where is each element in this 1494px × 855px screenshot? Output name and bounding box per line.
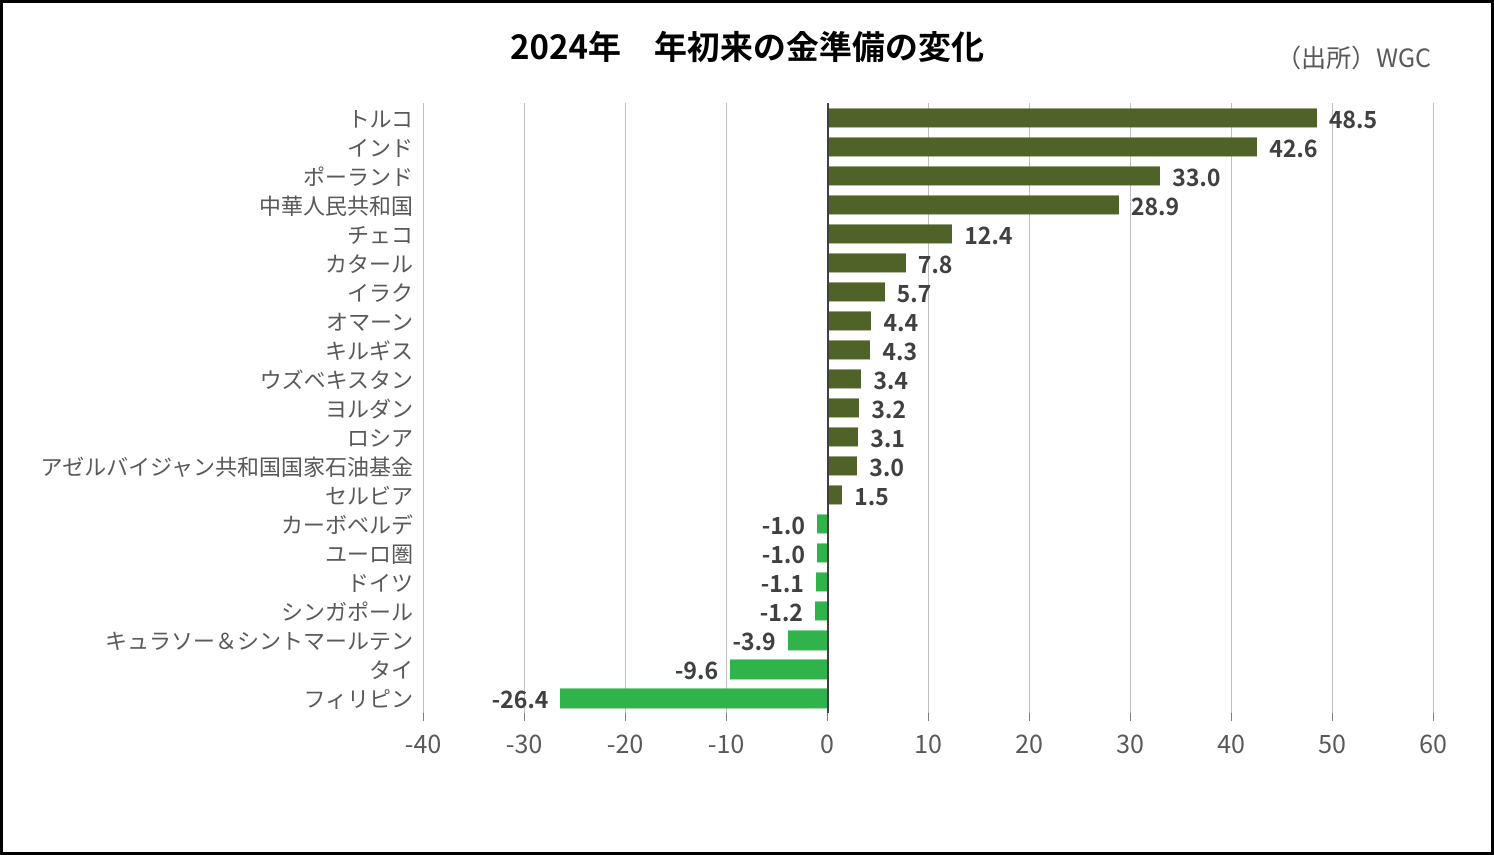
x-tick-label: 40 bbox=[1217, 725, 1245, 761]
bar-row: ヨルダン3.2 bbox=[423, 393, 1433, 422]
x-tick-mark bbox=[726, 713, 727, 721]
category-label: キュラソー＆シントマールテン bbox=[105, 624, 423, 656]
bar-row: カタール7.8 bbox=[423, 248, 1433, 277]
category-label: ヨルダン bbox=[325, 392, 423, 424]
x-tick-label: -20 bbox=[607, 725, 643, 761]
bar-row: トルコ48.5 bbox=[423, 103, 1433, 132]
value-label: 28.9 bbox=[1131, 188, 1179, 222]
category-label: チェコ bbox=[347, 218, 423, 250]
bar-row: インド42.6 bbox=[423, 132, 1433, 161]
category-label: シンガポール bbox=[281, 595, 423, 627]
bar bbox=[730, 660, 827, 679]
category-label: フィリピン bbox=[303, 682, 423, 714]
bar bbox=[827, 224, 952, 243]
category-label: インド bbox=[347, 131, 423, 163]
value-label: -3.9 bbox=[732, 623, 775, 657]
gridline bbox=[1433, 103, 1434, 713]
bar-row: キルギス4.3 bbox=[423, 335, 1433, 364]
bar bbox=[827, 311, 871, 330]
value-label: 12.4 bbox=[964, 217, 1012, 251]
category-label: アゼルバイジャン共和国国家石油基金 bbox=[41, 450, 423, 482]
bar-row: ポーランド33.0 bbox=[423, 161, 1433, 190]
plot-area: -40-30-20-100102030405060トルコ48.5インド42.6ポ… bbox=[423, 103, 1433, 763]
bar bbox=[827, 369, 861, 388]
bar bbox=[817, 515, 827, 534]
chart-frame: 2024年 年初来の金準備の変化 （出所）WGC -40 -30 -20 -10 0 10… bbox=[0, 0, 1494, 855]
category-label: ユーロ圏 bbox=[325, 537, 423, 569]
x-tick-label: -30 bbox=[506, 725, 542, 761]
bar bbox=[827, 457, 857, 476]
bar-row: カーボベルデ-1.0 bbox=[423, 510, 1433, 539]
bar bbox=[817, 544, 827, 563]
category-label: タイ bbox=[369, 653, 423, 685]
x-tick-mark bbox=[827, 713, 828, 721]
category-label: 中華人民共和国 bbox=[259, 189, 423, 221]
category-label: ポーランド bbox=[303, 160, 423, 192]
value-label: 33.0 bbox=[1172, 159, 1220, 193]
value-label: 1.5 bbox=[854, 478, 889, 512]
x-tick-label: 0 bbox=[820, 725, 834, 761]
bar-row: セルビア1.5 bbox=[423, 481, 1433, 510]
bar-row: ドイツ-1.1 bbox=[423, 568, 1433, 597]
bar-row: チェコ12.4 bbox=[423, 219, 1433, 248]
bar bbox=[827, 398, 859, 417]
bar-row: イラク5.7 bbox=[423, 277, 1433, 306]
bar-row: ウズベキスタン3.4 bbox=[423, 364, 1433, 393]
bar-row: 中華人民共和国28.9 bbox=[423, 190, 1433, 219]
value-label: -9.6 bbox=[675, 652, 718, 686]
bar bbox=[827, 427, 858, 446]
x-tick-label: 50 bbox=[1318, 725, 1346, 761]
category-label: カタール bbox=[325, 247, 423, 279]
value-label: -26.4 bbox=[492, 681, 549, 715]
value-label: 48.5 bbox=[1329, 101, 1377, 135]
bar-row: ユーロ圏-1.0 bbox=[423, 539, 1433, 568]
bar bbox=[827, 486, 842, 505]
category-label: オマーン bbox=[326, 305, 423, 337]
x-tick-label: -40 bbox=[405, 725, 441, 761]
x-tick-label: 30 bbox=[1116, 725, 1144, 761]
bar bbox=[788, 631, 827, 650]
x-tick-mark bbox=[928, 713, 929, 721]
category-label: イラク bbox=[347, 276, 423, 308]
bar bbox=[827, 282, 885, 301]
category-label: キルギス bbox=[325, 334, 423, 366]
bar-row: アゼルバイジャン共和国国家石油基金3.0 bbox=[423, 452, 1433, 481]
bar bbox=[827, 137, 1257, 156]
x-tick-mark bbox=[1332, 713, 1333, 721]
x-tick-mark bbox=[1029, 713, 1030, 721]
category-label: ドイツ bbox=[347, 566, 423, 598]
bar-row: フィリピン-26.4 bbox=[423, 684, 1433, 713]
x-tick-label: 60 bbox=[1419, 725, 1447, 761]
bar bbox=[827, 166, 1160, 185]
category-label: カーボベルデ bbox=[281, 508, 423, 540]
x-tick-mark bbox=[1231, 713, 1232, 721]
x-tick-mark bbox=[1433, 713, 1434, 721]
x-tick-mark bbox=[423, 713, 424, 721]
bar-row: キュラソー＆シントマールテン-3.9 bbox=[423, 626, 1433, 655]
chart-title: 2024年 年初来の金準備の変化 bbox=[3, 21, 1491, 69]
zero-axis-line bbox=[827, 103, 829, 713]
bar bbox=[827, 253, 906, 272]
bar bbox=[827, 108, 1317, 127]
category-label: ウズベキスタン bbox=[260, 363, 423, 395]
bar bbox=[815, 602, 827, 621]
category-label: トルコ bbox=[347, 102, 423, 134]
bar-row: オマーン4.4 bbox=[423, 306, 1433, 335]
bar bbox=[816, 573, 827, 592]
value-label: 42.6 bbox=[1269, 130, 1317, 164]
bar bbox=[827, 340, 870, 359]
x-tick-mark bbox=[1130, 713, 1131, 721]
chart-source: （出所）WGC bbox=[1276, 39, 1431, 75]
bar-row: シンガポール-1.2 bbox=[423, 597, 1433, 626]
x-tick-label: 10 bbox=[914, 725, 942, 761]
bar-row: タイ-9.6 bbox=[423, 655, 1433, 684]
bar bbox=[560, 689, 827, 708]
category-label: セルビア bbox=[325, 479, 423, 511]
x-tick-mark bbox=[625, 713, 626, 721]
bar bbox=[827, 195, 1119, 214]
x-tick-label: -10 bbox=[708, 725, 744, 761]
x-tick-label: 20 bbox=[1015, 725, 1043, 761]
bar-row: ロシア3.1 bbox=[423, 423, 1433, 452]
category-label: ロシア bbox=[347, 421, 423, 453]
